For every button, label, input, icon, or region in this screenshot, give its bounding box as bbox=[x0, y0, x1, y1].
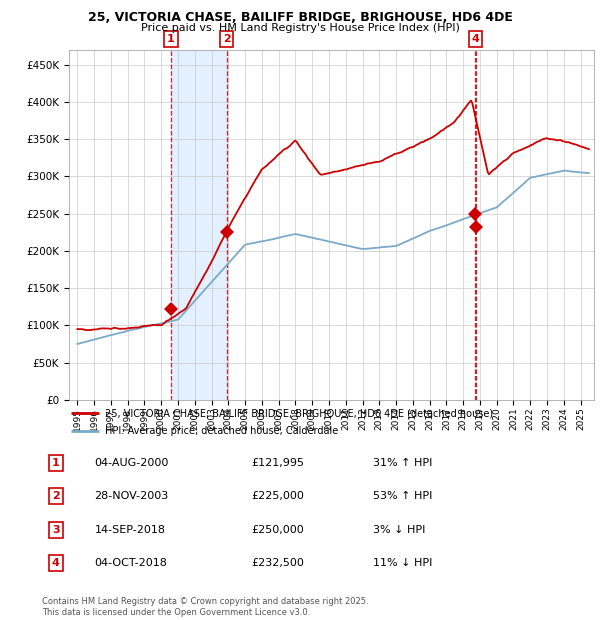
Text: 25, VICTORIA CHASE, BAILIFF BRIDGE, BRIGHOUSE, HD6 4DE: 25, VICTORIA CHASE, BAILIFF BRIDGE, BRIG… bbox=[88, 11, 512, 24]
Text: 04-OCT-2018: 04-OCT-2018 bbox=[94, 558, 167, 568]
Text: 4: 4 bbox=[472, 34, 479, 44]
Text: 53% ↑ HPI: 53% ↑ HPI bbox=[373, 492, 433, 502]
Text: 2: 2 bbox=[52, 492, 59, 502]
Text: £232,500: £232,500 bbox=[252, 558, 305, 568]
Text: Price paid vs. HM Land Registry's House Price Index (HPI): Price paid vs. HM Land Registry's House … bbox=[140, 23, 460, 33]
Text: £121,995: £121,995 bbox=[252, 458, 305, 468]
Text: 14-SEP-2018: 14-SEP-2018 bbox=[94, 525, 166, 534]
Text: 3% ↓ HPI: 3% ↓ HPI bbox=[373, 525, 425, 534]
Text: Contains HM Land Registry data © Crown copyright and database right 2025.
This d: Contains HM Land Registry data © Crown c… bbox=[42, 598, 368, 617]
Text: 31% ↑ HPI: 31% ↑ HPI bbox=[373, 458, 433, 468]
Text: 25, VICTORIA CHASE, BAILIFF BRIDGE, BRIGHOUSE, HD6 4DE (detached house): 25, VICTORIA CHASE, BAILIFF BRIDGE, BRIG… bbox=[104, 409, 493, 419]
Bar bbox=[171, 50, 227, 400]
Text: 1: 1 bbox=[167, 34, 175, 44]
Text: 04-AUG-2000: 04-AUG-2000 bbox=[94, 458, 169, 468]
Text: 3: 3 bbox=[52, 525, 59, 534]
Text: 11% ↓ HPI: 11% ↓ HPI bbox=[373, 558, 433, 568]
Text: 2: 2 bbox=[223, 34, 230, 44]
Text: 1: 1 bbox=[52, 458, 59, 468]
Text: HPI: Average price, detached house, Calderdale: HPI: Average price, detached house, Cald… bbox=[104, 427, 338, 436]
Text: 28-NOV-2003: 28-NOV-2003 bbox=[94, 492, 169, 502]
Text: £250,000: £250,000 bbox=[252, 525, 305, 534]
Text: £225,000: £225,000 bbox=[252, 492, 305, 502]
Text: 4: 4 bbox=[52, 558, 60, 568]
